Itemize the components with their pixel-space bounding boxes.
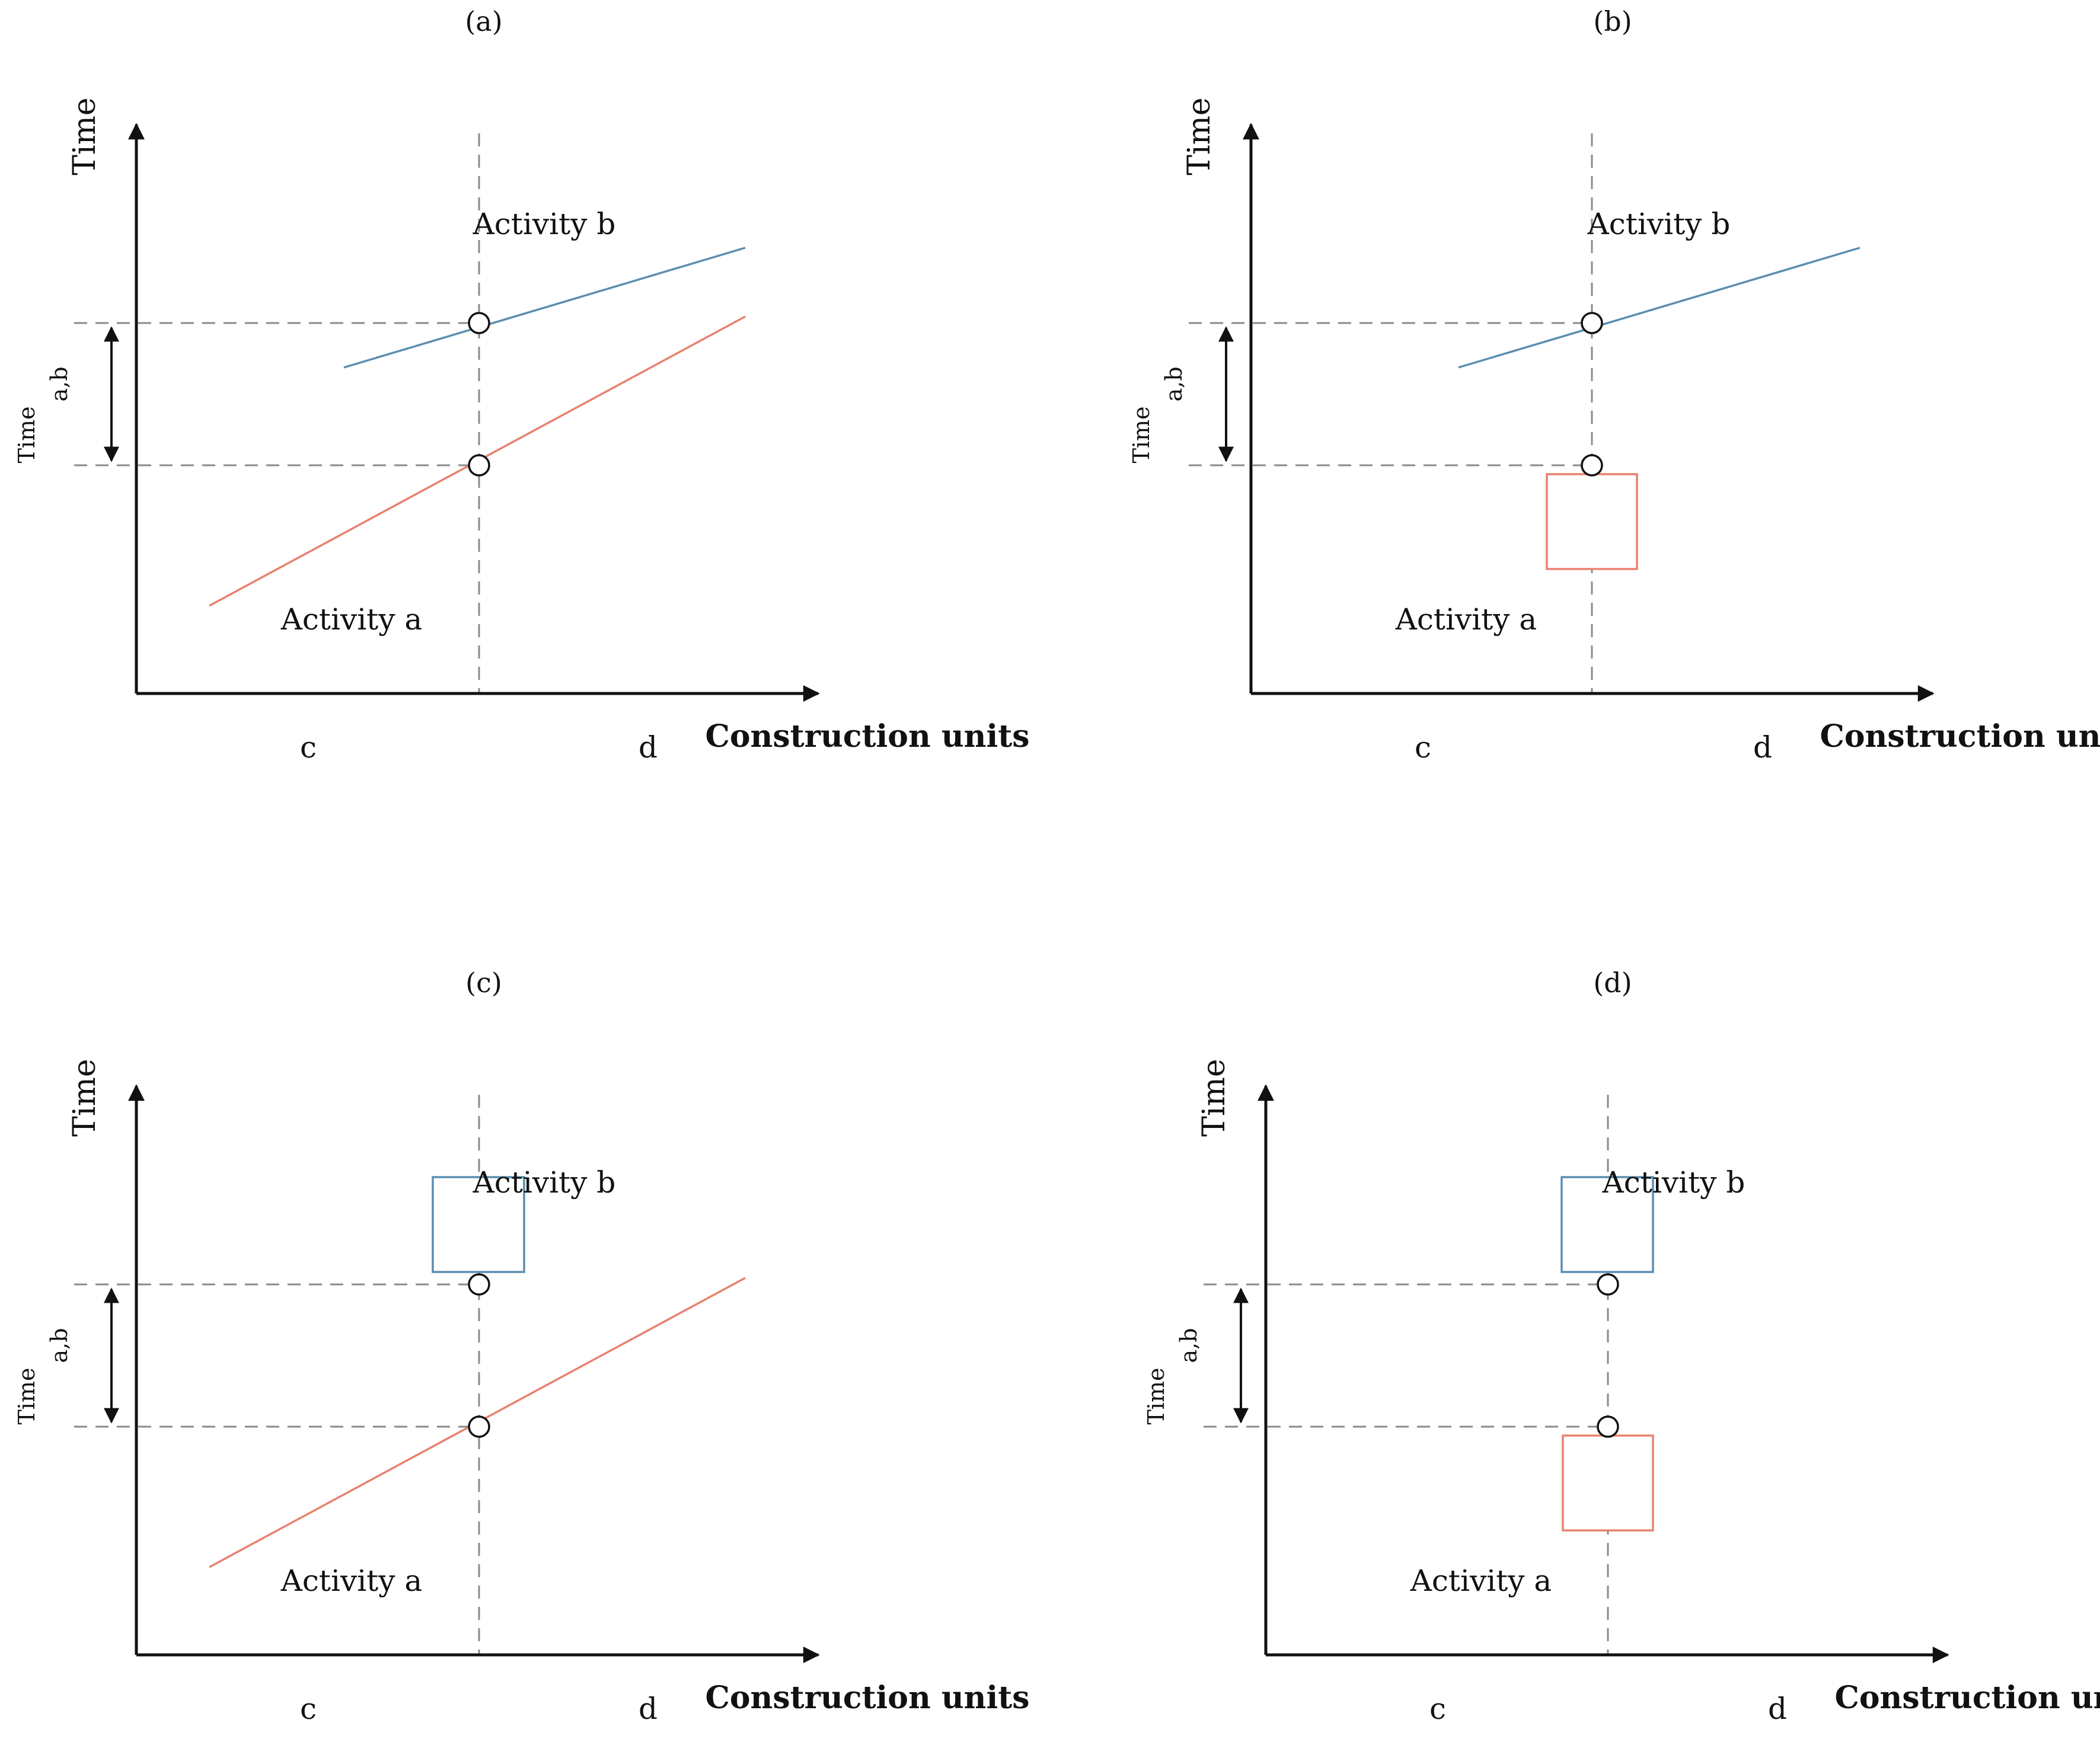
time-gap-label-sub-d: a,b bbox=[1176, 1328, 1202, 1363]
interface-point-upper-b bbox=[1581, 312, 1603, 334]
panel-label-b: (b) bbox=[1593, 5, 1632, 37]
panel-b: (b) Time Construction units c d Time a,b Activi… bbox=[1128, 5, 2100, 765]
activity-a-label-a: Activity a bbox=[280, 602, 422, 637]
time-gap-label-b: Time a,b bbox=[1128, 366, 1187, 463]
unit-label-d-a: d bbox=[639, 730, 658, 765]
time-gap-label-main-c: Time bbox=[14, 1368, 40, 1425]
panel-d: (d) Time Construction units c d Time a,b Activi… bbox=[1143, 967, 2100, 1726]
time-gap-label-c: Timea,b bbox=[14, 1328, 72, 1424]
activity-b-label-b: Activity b bbox=[1587, 207, 1731, 241]
panel-label-c: (c) bbox=[465, 967, 502, 999]
y-axis-title-b: Time bbox=[1182, 97, 1217, 175]
time-gap-label-sub-b: a,b bbox=[1161, 366, 1187, 401]
unit-label-c-a: c bbox=[300, 730, 317, 765]
unit-label-d-d: d bbox=[1768, 1692, 1787, 1726]
activity-a-block-b bbox=[1546, 473, 1638, 570]
unit-label-d-b: d bbox=[1753, 730, 1772, 765]
x-axis-title-b: Construction units bbox=[1820, 718, 2100, 755]
activity-b-block-d bbox=[1560, 1176, 1654, 1273]
activity-a-label-b: Activity a bbox=[1395, 602, 1537, 637]
time-gap-label-main-b: Time bbox=[1128, 407, 1154, 464]
time-gap-label-d: Time a,b bbox=[1143, 1328, 1202, 1424]
time-gap-label-sub-c: a,b bbox=[46, 1328, 72, 1363]
activity-b-line-b bbox=[1458, 247, 1860, 369]
y-axis-title-c: Time bbox=[67, 1059, 103, 1136]
interface-point-upper-d bbox=[1597, 1273, 1619, 1296]
y-axis-title-a: Time bbox=[67, 97, 103, 175]
interface-point-lower-c bbox=[468, 1415, 490, 1438]
time-gap-label-main-a: Time bbox=[14, 407, 40, 464]
time-gap-label-main-d: Time bbox=[1143, 1368, 1169, 1425]
time-gap-label-a: Timea,b bbox=[14, 366, 72, 463]
y-axis-title-d: Time bbox=[1196, 1059, 1232, 1136]
unit-label-d-c: d bbox=[639, 1692, 658, 1726]
activity-b-label-a: Activity b bbox=[473, 207, 616, 241]
activity-b-line-a bbox=[343, 247, 746, 369]
activity-a-label-c: Activity a bbox=[280, 1564, 422, 1598]
activity-b-block-c bbox=[432, 1176, 525, 1273]
interface-point-upper-a bbox=[468, 312, 490, 334]
x-axis-title-a: Construction units bbox=[705, 718, 1029, 755]
panel-label-d: (d) bbox=[1593, 967, 1632, 999]
activity-a-block-d bbox=[1562, 1434, 1654, 1532]
panel-label-a: (a) bbox=[465, 5, 502, 37]
interface-point-lower-a bbox=[468, 454, 490, 477]
activity-b-label-d: Activity b bbox=[1602, 1165, 1745, 1200]
activity-a-label-d: Activity a bbox=[1410, 1564, 1552, 1598]
unit-label-c-d: c bbox=[1429, 1692, 1446, 1726]
activity-b-label-c: Activity b bbox=[473, 1165, 616, 1200]
interface-point-lower-d bbox=[1597, 1415, 1619, 1438]
x-axis-title-c: Construction units bbox=[705, 1680, 1029, 1716]
interface-point-upper-c bbox=[468, 1273, 490, 1296]
unit-label-c-b: c bbox=[1415, 730, 1431, 765]
interface-point-lower-b bbox=[1581, 454, 1603, 477]
unit-label-c-c: c bbox=[300, 1692, 317, 1726]
time-gap-label-sub-a: a,b bbox=[46, 366, 72, 401]
x-axis-title-d: Construction units bbox=[1834, 1680, 2100, 1716]
